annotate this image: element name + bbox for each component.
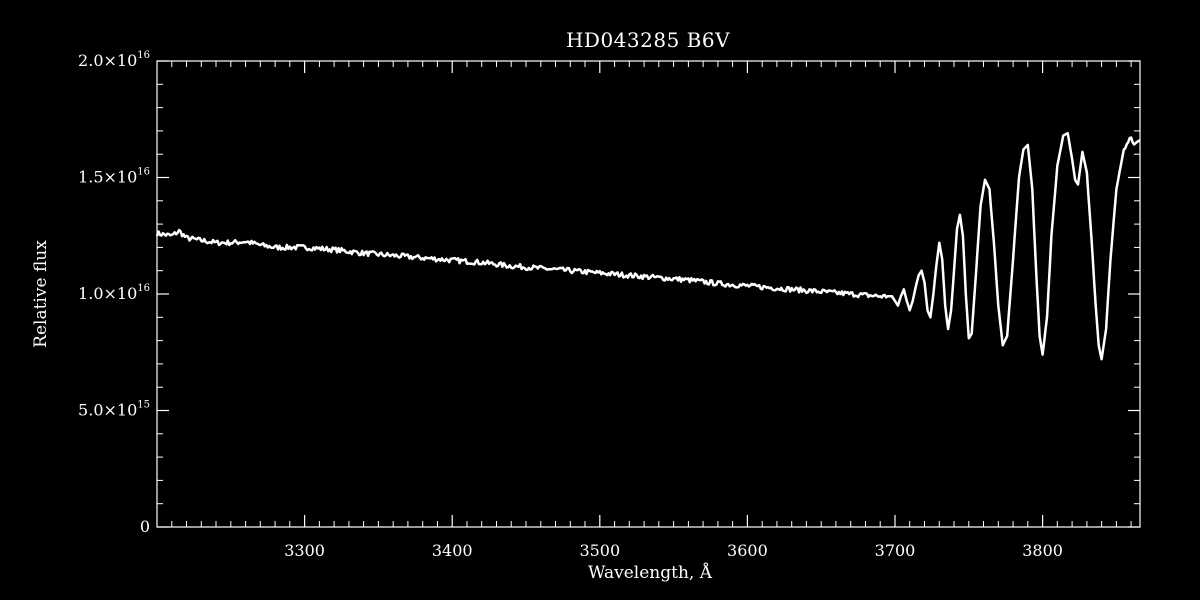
x-tick-label: 3800 — [1022, 541, 1063, 560]
spectrum-series-line — [155, 131, 1141, 361]
x-tick-label: 3300 — [284, 541, 325, 560]
y-tick-label: 1.5×1016 — [78, 167, 150, 187]
y-axis-label: Relative flux — [31, 240, 51, 348]
y-tick-label: 5.0×1015 — [78, 400, 150, 420]
minor-ticks — [157, 61, 1140, 527]
y-tick-label: 1.0×1016 — [78, 283, 150, 303]
x-tick-label: 3400 — [432, 541, 473, 560]
x-axis-ticks: 3300 3400 3500 3600 3700 3800 — [284, 61, 1063, 560]
x-tick-label: 3600 — [727, 541, 768, 560]
y-tick-label: 2.0×1016 — [78, 50, 150, 70]
chart-title: HD043285 B6V — [566, 28, 730, 52]
y-axis-ticks: 0 5.0×1015 1.0×1016 1.5×1016 2.0×1016 — [78, 50, 1140, 536]
x-axis-label: Wavelength, Å — [588, 562, 713, 583]
x-tick-label: 3500 — [579, 541, 620, 560]
y-tick-label: 0 — [140, 517, 150, 536]
x-tick-label: 3700 — [875, 541, 916, 560]
